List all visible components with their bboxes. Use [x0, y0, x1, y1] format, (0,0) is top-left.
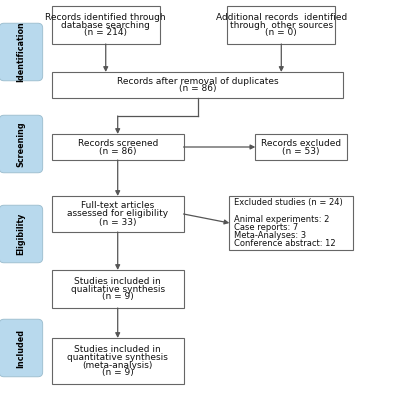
Text: database searching: database searching: [61, 20, 150, 30]
Text: Additional records  identified: Additional records identified: [216, 12, 347, 22]
Text: (n = 9): (n = 9): [102, 368, 134, 378]
Text: Animal experiments: 2: Animal experiments: 2: [234, 214, 330, 224]
Text: Eligibility: Eligibility: [16, 213, 26, 255]
Text: through  other sources: through other sources: [230, 20, 333, 30]
FancyBboxPatch shape: [0, 205, 43, 263]
Text: (n = 53): (n = 53): [282, 146, 320, 156]
Text: Conference abstract: 12: Conference abstract: 12: [234, 238, 336, 248]
Text: (n = 9): (n = 9): [102, 292, 134, 302]
FancyBboxPatch shape: [229, 196, 353, 250]
Text: (n = 214): (n = 214): [84, 28, 127, 38]
Text: Excluded studies (n = 24): Excluded studies (n = 24): [234, 198, 343, 208]
FancyBboxPatch shape: [255, 134, 347, 160]
FancyBboxPatch shape: [52, 72, 343, 98]
Text: Studies included in: Studies included in: [74, 344, 161, 354]
Text: (meta-analysis): (meta-analysis): [83, 360, 153, 370]
FancyBboxPatch shape: [52, 6, 160, 44]
Text: Records excluded: Records excluded: [261, 138, 341, 148]
FancyBboxPatch shape: [0, 23, 43, 81]
Text: Full-text articles: Full-text articles: [81, 202, 154, 210]
Text: Records screened: Records screened: [77, 138, 158, 148]
Text: Records after removal of duplicates: Records after removal of duplicates: [117, 76, 279, 86]
FancyBboxPatch shape: [0, 115, 43, 173]
Text: Screening: Screening: [16, 121, 26, 167]
Text: (n = 33): (n = 33): [99, 218, 136, 226]
Text: (n = 86): (n = 86): [179, 84, 216, 94]
Text: Included: Included: [16, 328, 26, 368]
FancyBboxPatch shape: [227, 6, 335, 44]
FancyBboxPatch shape: [0, 319, 43, 377]
FancyBboxPatch shape: [52, 196, 184, 232]
Text: assessed for eligibility: assessed for eligibility: [67, 210, 168, 218]
Text: qualitative synthesis: qualitative synthesis: [71, 284, 165, 294]
FancyBboxPatch shape: [52, 270, 184, 308]
Text: (n = 86): (n = 86): [99, 146, 136, 156]
Text: Meta-Analyses: 3: Meta-Analyses: 3: [234, 230, 306, 240]
Text: Identification: Identification: [16, 22, 26, 82]
FancyBboxPatch shape: [52, 134, 184, 160]
Text: Studies included in: Studies included in: [74, 276, 161, 286]
Text: quantitative synthesis: quantitative synthesis: [67, 352, 168, 362]
Text: (n = 0): (n = 0): [265, 28, 297, 38]
Text: Records identified through: Records identified through: [45, 12, 166, 22]
Text: Case reports: 7: Case reports: 7: [234, 222, 298, 232]
FancyBboxPatch shape: [52, 338, 184, 384]
